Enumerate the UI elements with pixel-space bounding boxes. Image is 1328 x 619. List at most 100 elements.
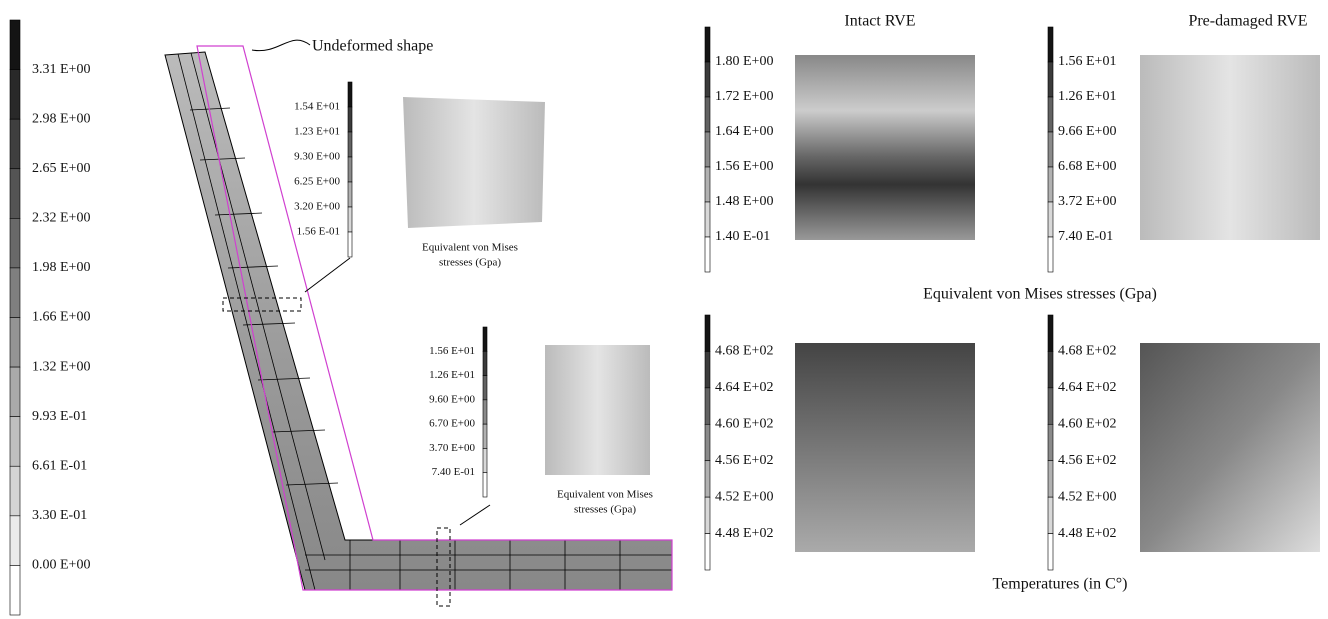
colorbar-segment [1048,27,1053,62]
colorbar-label: 9.66 E+00 [1058,124,1116,139]
colorbar-segment [10,20,20,70]
colorbar-label: 2.65 E+00 [32,161,90,176]
caption: stresses (Gpa) [574,504,636,516]
colorbar-segment [1048,167,1053,202]
colorbar-segment [705,315,710,351]
colorbar-segment [10,417,20,467]
colorbar-segment [1048,237,1053,272]
colorbar-label: 1.23 E+01 [294,126,340,138]
column-title: Pre-damaged RVE [1188,13,1307,30]
colorbar-segment [1048,62,1053,97]
arrow [460,505,490,525]
colorbar-label: 3.72 E+00 [1058,194,1116,209]
arrow [305,258,350,292]
colorbar-segment [10,169,20,219]
colorbar-label: 3.31 E+00 [32,62,90,77]
colorbar-segment [1048,388,1053,424]
colorbar-label: 2.32 E+00 [32,211,90,226]
colorbar-segment [705,167,710,202]
colorbar-segment [483,351,487,375]
caption: stresses (Gpa) [439,257,501,269]
colorbar-segment [10,516,20,566]
colorbar-segment [483,327,487,351]
colorbar-label: 2.98 E+00 [32,111,90,126]
colorbar-label: 1.66 E+00 [32,310,90,325]
colorbar-label: 1.56 E+01 [429,345,475,357]
colorbar-label: 1.48 E+00 [715,194,773,209]
colorbar-segment [483,424,487,448]
colorbar-segment [10,565,20,615]
colorbar-segment [1048,315,1053,351]
colorbar-segment [1048,497,1053,533]
colorbar-label: 1.56 E+01 [1058,54,1116,69]
colorbar-label: 9.30 E+00 [294,151,340,163]
colorbar-segment [705,424,710,460]
contour-image [795,343,975,552]
colorbar-label: 9.93 E-01 [32,409,87,424]
colorbar-segment [1048,424,1053,460]
caption: Temperatures (in C°) [992,576,1127,593]
colorbar-segment [1048,132,1053,167]
colorbar-label: 1.40 E-01 [715,229,770,244]
contour-image [795,55,975,240]
colorbar-segment [348,107,352,132]
colorbar-label: 4.60 E+02 [1058,417,1116,432]
contour-image [1140,343,1320,552]
colorbar-segment [348,132,352,157]
colorbar-segment [1048,97,1053,132]
colorbar-segment [10,119,20,169]
colorbar-segment [10,318,20,368]
colorbar-label: 4.52 E+00 [1058,489,1116,504]
contour-image [1140,55,1320,240]
figure: Undeformed shape Intact RVE Pre-damaged … [0,0,1328,619]
colorbar-label: 1.98 E+00 [32,260,90,275]
colorbar-label: 1.54 E+01 [294,101,340,113]
colorbar-label: 4.68 E+02 [1058,344,1116,359]
colorbar-label: 1.56 E-01 [297,226,340,238]
colorbar-label: 6.68 E+00 [1058,159,1116,174]
annotation: Undeformed shape [312,38,433,55]
colorbar-label: 1.72 E+00 [715,89,773,104]
colorbar-segment [10,268,20,318]
colorbar-segment [483,376,487,400]
colorbar-segment [705,351,710,387]
colorbar-segment [10,367,20,417]
colorbar-segment [10,466,20,516]
colorbar-segment [1048,351,1053,387]
contour-image [545,345,650,475]
colorbar-label: 4.56 E+02 [1058,453,1116,468]
colorbar-segment [705,97,710,132]
colorbar-segment [705,497,710,533]
colorbar-label: 0.00 E+00 [32,558,90,573]
colorbar-segment [10,70,20,120]
colorbar-label: 1.56 E+00 [715,159,773,174]
colorbar-label: 3.70 E+00 [429,442,475,454]
colorbar-segment [348,232,352,257]
colorbar-label: 1.64 E+00 [715,124,773,139]
colorbar-segment [705,202,710,237]
colorbar-segment [1048,461,1053,497]
colorbar-label: 4.60 E+02 [715,417,773,432]
contour-image [403,97,545,228]
colorbar-segment [483,400,487,424]
colorbar-segment [705,461,710,497]
colorbar-label: 3.20 E+00 [294,201,340,213]
colorbar-label: 4.68 E+02 [715,344,773,359]
colorbar-segment [705,388,710,424]
colorbar-label: 6.70 E+00 [429,418,475,430]
colorbar-label: 9.60 E+00 [429,393,475,405]
colorbar-label: 1.80 E+00 [715,54,773,69]
colorbar-segment [705,534,710,570]
caption: Equivalent von Mises stresses (Gpa) [923,286,1157,303]
annotation-arrow [252,40,310,51]
colorbar-segment [483,448,487,472]
colorbar-segment [705,237,710,272]
colorbar-label: 4.52 E+00 [715,489,773,504]
colorbar-label: 4.64 E+02 [1058,380,1116,395]
colorbar-segment [483,473,487,497]
colorbar-segment [705,62,710,97]
colorbar-segment [348,157,352,182]
colorbar-label: 4.56 E+02 [715,453,773,468]
colorbar-segment [348,182,352,207]
colorbar-label: 6.25 E+00 [294,176,340,188]
